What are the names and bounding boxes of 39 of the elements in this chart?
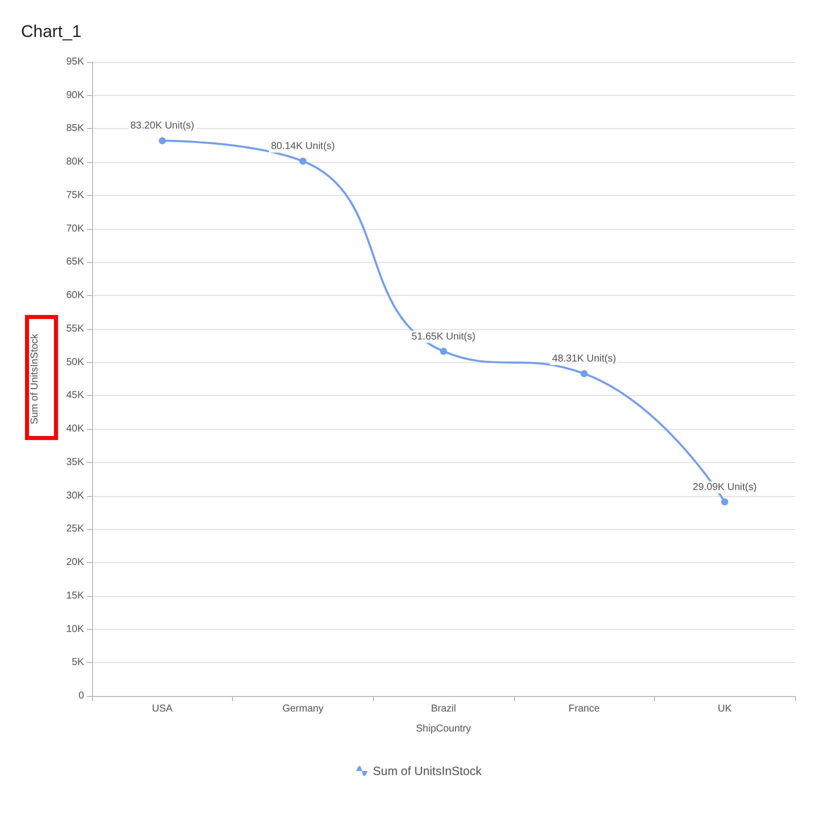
y-tick-label: 50K bbox=[66, 356, 84, 368]
x-tick-label: Brazil bbox=[430, 704, 456, 714]
y-tick-label: 75K bbox=[66, 190, 84, 201]
x-tick-label: UK bbox=[718, 704, 732, 714]
y-tick-label: 95K bbox=[66, 56, 84, 68]
y-tick-label: 5K bbox=[72, 657, 84, 668]
y-tick-label: 15K bbox=[66, 590, 84, 602]
chart-title: Chart_1 bbox=[21, 22, 82, 41]
data-label: 51.65K Unit(s) bbox=[412, 331, 476, 342]
x-axis-title: ShipCountry bbox=[416, 724, 472, 734]
x-tick-label: Germany bbox=[282, 704, 324, 714]
y-tick-label: 0 bbox=[78, 690, 84, 702]
y-tick-label: 90K bbox=[66, 90, 84, 101]
y-tick-label: 70K bbox=[66, 223, 84, 234]
y-tick-label: 10K bbox=[66, 624, 84, 635]
y-tick-label: 65K bbox=[66, 256, 84, 268]
data-label: 48.31K Unit(s) bbox=[552, 354, 616, 365]
data-label: 80.14K Unit(s) bbox=[270, 141, 335, 152]
point bbox=[299, 158, 306, 165]
y-tick-label: 60K bbox=[66, 290, 84, 302]
y-axis-title: Sum of UnitsInStock bbox=[30, 332, 40, 424]
y-tick-label: 25K bbox=[66, 524, 84, 535]
y-tick-label: 30K bbox=[66, 490, 84, 502]
legend-label: Sum of UnitsInStock bbox=[372, 764, 483, 778]
y-tick-label: 35K bbox=[66, 456, 84, 468]
y-tick-label: 80K bbox=[66, 156, 84, 168]
point bbox=[580, 370, 588, 378]
y-tick-label: 85K bbox=[66, 123, 84, 134]
data-label: 83.20K Unit(s) bbox=[130, 120, 194, 132]
y-tick-label: 55K bbox=[66, 323, 84, 334]
point bbox=[158, 137, 166, 144]
y-tick-label: 20K bbox=[66, 557, 84, 568]
point bbox=[721, 498, 728, 506]
y-tick-label: 40K bbox=[66, 424, 84, 435]
y-tick-label: 45K bbox=[66, 390, 84, 402]
x-tick-label: France bbox=[568, 704, 600, 714]
point bbox=[440, 348, 447, 355]
x-tick-label: USA bbox=[152, 704, 173, 714]
data-label: 29.09K Unit(s) bbox=[692, 482, 757, 493]
